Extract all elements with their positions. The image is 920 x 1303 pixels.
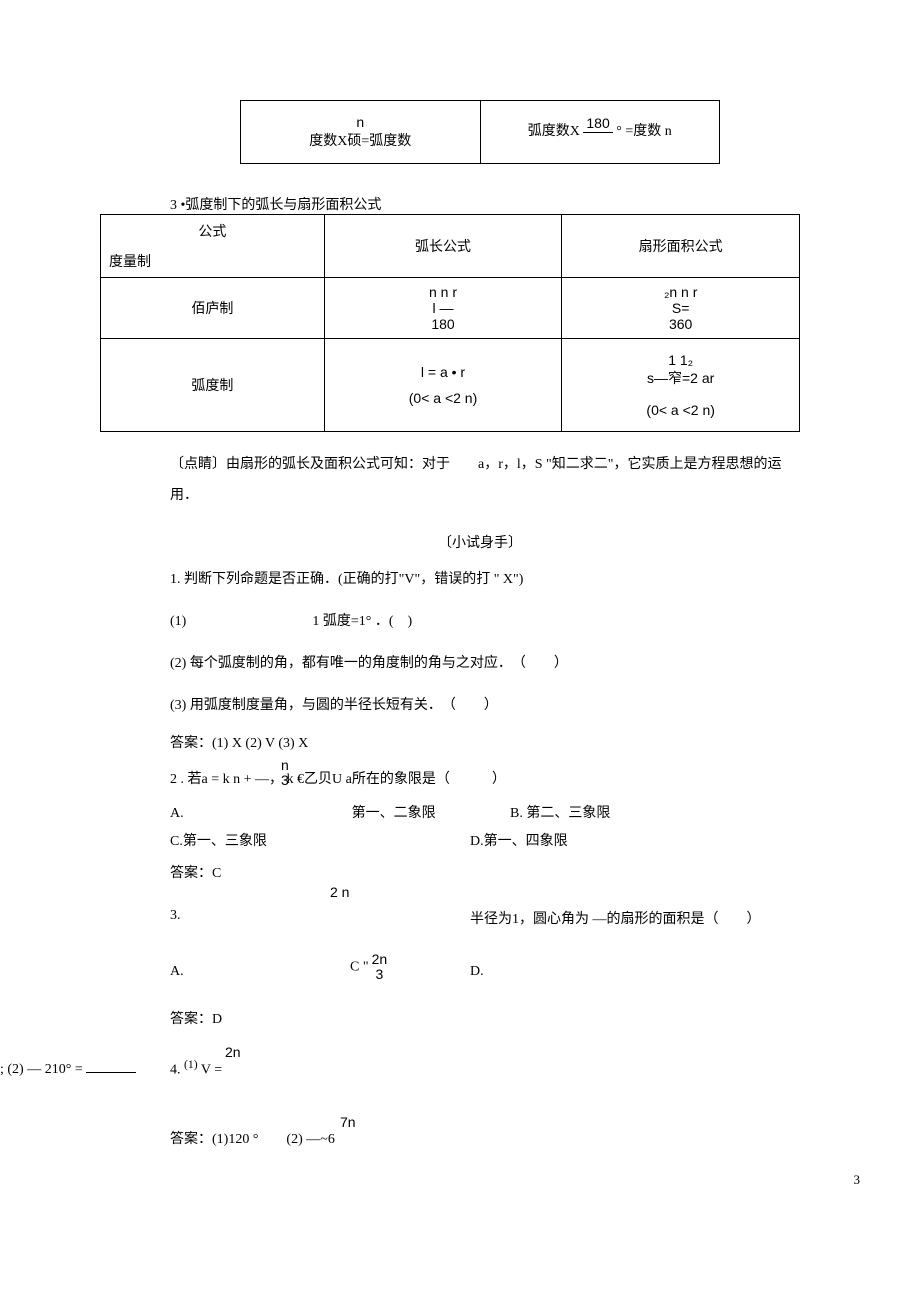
q4-sup: (1): [184, 1058, 198, 1071]
ft-h2: 弧长公式: [324, 215, 562, 278]
q1-stem: 1. 判断下列命题是否正确．(正确的打"V"，错误的打 " X"): [170, 566, 790, 594]
q2-opts-1: A. 第一、二象限 B. 第二、三象限: [170, 802, 790, 822]
q3-opts: A. C " 2n 3 D.: [170, 964, 790, 988]
ft-r1c2a: n n r: [333, 284, 554, 300]
conv-right-frac-den: [583, 133, 612, 148]
conv-right-cell: 弧度数X 180 ° =度数 n: [480, 101, 720, 164]
q2-frac: n 3: [278, 758, 292, 789]
page-number: 3: [854, 1172, 861, 1188]
ft-r1c3c: 360: [570, 316, 791, 332]
q4-frac: 2n: [225, 1044, 241, 1060]
q1-i2: (2) 每个弧度制的角，都有唯一的角度制的角与之对应． （ ）: [170, 650, 790, 678]
conv-left-n: n: [249, 114, 472, 130]
q4-v: V =: [201, 1062, 222, 1077]
q4-wrap: ; (2) — 210° = 4. (1) V = 2n: [170, 1058, 790, 1088]
q3-wrap: 2 n 3. 半径为1，圆心角为 —的扇形的面积是（ ） A. C " 2n 3…: [170, 898, 790, 988]
q4-ans-txt: 答案：(1)120 ° (2) —~6: [170, 1132, 335, 1147]
ft-r2c3: 1 1₂ s—窄=2 ar (0< a <2 n): [562, 339, 800, 432]
ft-r2c3a-txt: 1 1: [668, 352, 687, 368]
ft-r2c3a: 1 1₂: [570, 352, 791, 368]
ft-r1c1: 佰庐制: [101, 278, 325, 339]
ft-h3: 扇形面积公式: [562, 215, 800, 278]
q4-blank: [86, 1058, 136, 1073]
q3-right: 半径为1，圆心角为 —的扇形的面积是（ ）: [470, 908, 761, 928]
q3-topfrac: 2 n: [330, 884, 349, 900]
q3-optC: C " 2n 3: [350, 952, 390, 983]
ft-r2c2: l = a • r (0< a <2 n): [324, 339, 562, 432]
xiaoshi-title: 〔小试身手〕: [170, 532, 790, 552]
q3-ans: 答案：D: [170, 1008, 790, 1028]
q4-ans-frac: 7n: [340, 1114, 356, 1130]
q2-optC: C.第一、三象限: [170, 830, 430, 850]
q1-ans: 答案：(1) X (2) V (3) X: [170, 732, 790, 752]
q2-stem-b: k €乙贝U a所在的象限是（ ）: [287, 772, 506, 787]
ft-h1-bot: 度量制: [109, 251, 316, 271]
conv-right-frac: 180: [583, 116, 612, 148]
q3-optC-den: 3: [369, 967, 391, 982]
ft-r2c3b: s—窄=2 ar: [570, 368, 791, 388]
ft-r2c2a: l = a • r: [333, 364, 554, 380]
q3-optC-frac: 2n 3: [369, 952, 391, 983]
q3-optC-num: 2n: [369, 952, 391, 967]
q2-stem-a: 2 . 若a = k n + —，: [170, 772, 283, 787]
ft-r1c3b: S=: [570, 300, 791, 316]
ft-r2c3a2: ₂: [688, 352, 693, 368]
q2-ans: 答案：C: [170, 862, 790, 882]
ft-r2c3c: (0< a <2 n): [570, 402, 791, 418]
conv-right-a: 弧度数X: [528, 124, 580, 139]
q3-optC-pre: C ": [350, 959, 369, 974]
section-3-title: 3 •弧度制下的弧长与扇形面积公式: [170, 194, 920, 214]
q4-left-txt: ; (2) — 210° =: [0, 1062, 83, 1077]
q2-frac-num: n: [278, 758, 292, 773]
ft-h1: 公式 度量制: [101, 215, 325, 278]
q2-stem: 2 . 若a = k n + —， n 3 k €乙贝U a所在的象限是（ ）: [170, 766, 790, 794]
ft-r1c3: ₂n n r S= 360: [562, 278, 800, 339]
ft-r2c1: 弧度制: [101, 339, 325, 432]
q3-label: 3.: [170, 908, 181, 924]
dianjing-para: 〔点睛〕由扇形的弧长及面积公式可知：对于 a，r，l，S "知二求二"，它实质上…: [170, 450, 790, 512]
conversion-table: n 度数X硕=弧度数 弧度数X 180 ° =度数 n: [240, 100, 720, 164]
ft-r1c3a: ₂n n r: [570, 284, 791, 300]
q2-optB: B. 第二、三象限: [510, 802, 710, 822]
q1-i3: (3) 用弧度制度量角，与圆的半径长短有关． （ ）: [170, 692, 790, 720]
conv-right-frac-num: 180: [583, 116, 612, 132]
q3-optD: D.: [470, 964, 484, 980]
ft-r1c2b: l —: [333, 300, 554, 316]
conv-left-main: 度数X硕=弧度数: [249, 130, 472, 150]
q2-optD: D.第一、四象限: [470, 830, 670, 850]
ft-h1-top: 公式: [109, 221, 316, 241]
ft-r1c2c: 180: [333, 316, 554, 332]
q1-i1: (1) 1 弧度=1° ．( ): [170, 608, 790, 636]
q4-main: 4. (1) V =: [170, 1058, 222, 1079]
q4-left: ; (2) — 210° =: [0, 1058, 136, 1078]
ft-r1c2: n n r l — 180: [324, 278, 562, 339]
formula-table: 公式 度量制 弧长公式 扇形面积公式 佰庐制 n n r l — 180 ₂n …: [100, 214, 800, 432]
conv-left-cell: n 度数X硕=弧度数: [241, 101, 481, 164]
conv-right-b: ° =度数 n: [616, 124, 672, 139]
q2-opts-2: C.第一、三象限 D.第一、四象限: [170, 830, 790, 850]
q4-num: 4.: [170, 1062, 181, 1077]
q3-row: 3. 半径为1，圆心角为 —的扇形的面积是（ ）: [170, 908, 790, 924]
q4-ans: 答案：(1)120 ° (2) —~6 7n: [170, 1128, 790, 1148]
q2-optA: A. 第一、二象限: [170, 802, 470, 822]
q3-optA: A.: [170, 964, 184, 980]
ft-r2c2b: (0< a <2 n): [333, 390, 554, 406]
q2-frac-den: 3: [278, 773, 292, 788]
